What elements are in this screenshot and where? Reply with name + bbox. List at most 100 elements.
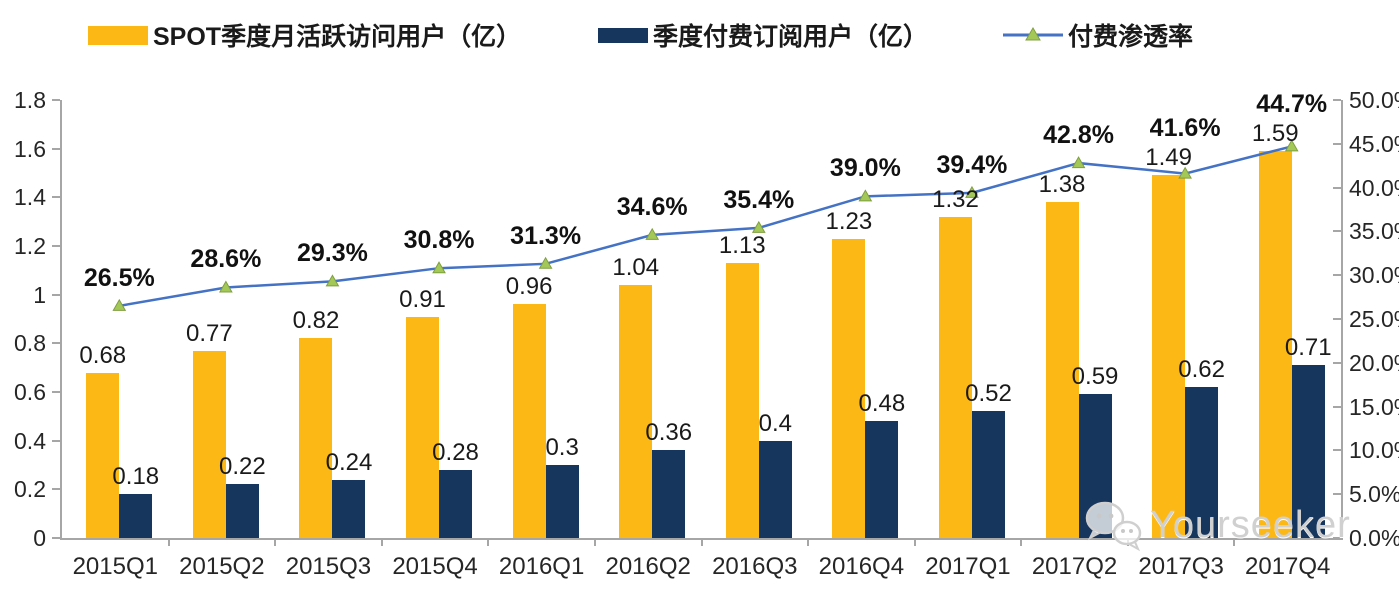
left-axis-tick-label: 1.8 <box>14 87 46 113</box>
right-axis-tick <box>1333 449 1341 452</box>
left-axis-line <box>60 100 62 538</box>
bar-mau-value-label: 1.04 <box>612 253 660 281</box>
left-axis-tick <box>52 293 60 296</box>
penetration-value-label: 28.6% <box>190 245 262 274</box>
x-axis-category-label: 2015Q1 <box>72 553 158 580</box>
right-axis-tick <box>1333 405 1341 408</box>
x-axis-category-label: 2017Q1 <box>925 553 1011 580</box>
legend-item-subscribers: 季度付费订阅用户（亿） <box>598 18 928 52</box>
right-axis-tick-label: 30.0% <box>1349 262 1399 289</box>
x-axis-category-label: 2016Q4 <box>818 553 905 580</box>
bar-subscribers <box>652 450 686 538</box>
legend-swatch-subscribers-icon <box>598 27 648 43</box>
left-axis-tick <box>52 439 60 442</box>
right-axis-tick-label: 15.0% <box>1349 393 1399 420</box>
left-axis-tick-label: 1.6 <box>14 135 46 162</box>
left-axis-tick-label: 0 <box>33 525 46 551</box>
x-axis-category-label: 2017Q3 <box>1138 553 1224 580</box>
line-marker-triangle-icon <box>645 227 660 240</box>
left-axis-tick <box>52 488 60 491</box>
bar-subscribers-value-label: 0.52 <box>965 380 1012 408</box>
x-axis-tick <box>274 538 277 546</box>
penetration-value-label: 26.5% <box>83 263 155 292</box>
right-axis-tick <box>1333 142 1341 145</box>
right-axis-tick <box>1333 230 1341 233</box>
legend-label-subscribers: 季度付费订阅用户（亿） <box>653 23 929 51</box>
right-axis-tick-label: 40.0% <box>1349 174 1399 201</box>
bar-subscribers <box>1291 365 1325 538</box>
x-axis-category-label: 2015Q2 <box>179 553 265 580</box>
penetration-value-label: 39.0% <box>829 154 901 183</box>
x-axis-category-label: 2015Q4 <box>392 553 478 580</box>
bar-subscribers <box>225 484 259 538</box>
bar-subscribers-value-label: 0.22 <box>219 453 266 481</box>
x-axis-category-label: 2017Q4 <box>1244 553 1331 580</box>
x-axis-category-label: 2016Q1 <box>498 553 585 580</box>
right-axis-tick-label: 20.0% <box>1349 349 1399 376</box>
legend-line-marker-icon <box>1003 27 1063 41</box>
watermark: Yourseeker <box>1080 496 1351 554</box>
penetration-value-label: 41.6% <box>1149 114 1221 143</box>
x-axis-category-label: 2016Q2 <box>605 553 691 580</box>
bar-mau <box>938 216 972 538</box>
right-axis-tick <box>1333 493 1341 496</box>
bar-mau-value-label: 0.82 <box>292 307 340 335</box>
x-axis-tick <box>1020 538 1023 546</box>
penetration-value-label: 44.7% <box>1256 90 1328 119</box>
x-axis-tick <box>807 538 810 546</box>
left-axis-tick <box>52 196 60 199</box>
right-axis-tick-label: 35.0% <box>1349 218 1399 245</box>
wechat-icon <box>1085 501 1142 552</box>
bar-subscribers <box>758 440 792 538</box>
bar-subscribers-value-label: 0.71 <box>1284 334 1332 362</box>
right-axis-tick-label: 25.0% <box>1349 306 1399 332</box>
penetration-value-label: 42.8% <box>1043 121 1114 150</box>
left-axis-tick <box>52 342 60 345</box>
bar-subscribers-value-label: 0.48 <box>858 390 906 418</box>
x-axis-tick <box>487 538 490 546</box>
bar-subscribers <box>439 469 473 538</box>
penetration-value-label: 39.4% <box>936 150 1008 179</box>
bar-subscribers <box>865 421 899 538</box>
legend-label-penetration: 付费渗透率 <box>1068 23 1194 51</box>
bar-subscribers-value-label: 0.24 <box>325 448 373 476</box>
penetration-value-label: 29.3% <box>297 239 368 268</box>
line-marker-triangle-icon <box>325 274 340 287</box>
x-axis-tick <box>1233 538 1236 546</box>
legend-item-penetration: 付费渗透率 <box>1003 18 1193 52</box>
left-axis-tick-label: 1.2 <box>14 233 46 259</box>
right-axis-tick <box>1333 537 1341 539</box>
left-axis-tick-label: 0.2 <box>14 476 46 503</box>
right-axis-line <box>1341 100 1343 538</box>
bar-mau <box>832 238 866 538</box>
bar-mau <box>619 284 653 538</box>
right-axis-tick-label: 0.0% <box>1349 525 1399 551</box>
x-axis-tick <box>700 538 703 546</box>
bar-mau <box>86 372 120 538</box>
bar-mau-value-label: 0.77 <box>186 319 233 347</box>
line-marker-triangle-icon <box>1071 156 1086 169</box>
bar-mau-value-label: 0.68 <box>79 341 127 369</box>
left-axis-tick <box>52 99 60 101</box>
bar-subscribers-value-label: 0.62 <box>1178 356 1225 384</box>
bar-mau-value-label: 0.96 <box>505 273 553 301</box>
bar-mau <box>512 304 546 538</box>
x-axis-category-label: 2017Q2 <box>1031 553 1118 580</box>
x-axis-tick <box>913 538 916 546</box>
bar-mau <box>406 316 440 538</box>
legend-label-mau: SPOT季度月活跃访问用户（亿） <box>153 23 522 51</box>
right-axis-tick-label: 5.0% <box>1349 481 1399 508</box>
bar-mau <box>192 350 226 538</box>
line-marker-triangle-icon <box>219 280 233 293</box>
bar-mau-value-label: 1.32 <box>932 185 979 213</box>
bar-subscribers-value-label: 0.18 <box>112 463 160 491</box>
bar-subscribers-value-label: 0.59 <box>1071 363 1119 391</box>
watermark-text: Yourseeker <box>1150 503 1351 546</box>
x-axis-category-label: 2015Q3 <box>285 553 372 580</box>
bar-subscribers <box>119 494 153 538</box>
right-axis-tick <box>1333 318 1341 320</box>
right-axis-tick <box>1333 99 1341 101</box>
bar-subscribers-value-label: 0.36 <box>645 419 693 447</box>
